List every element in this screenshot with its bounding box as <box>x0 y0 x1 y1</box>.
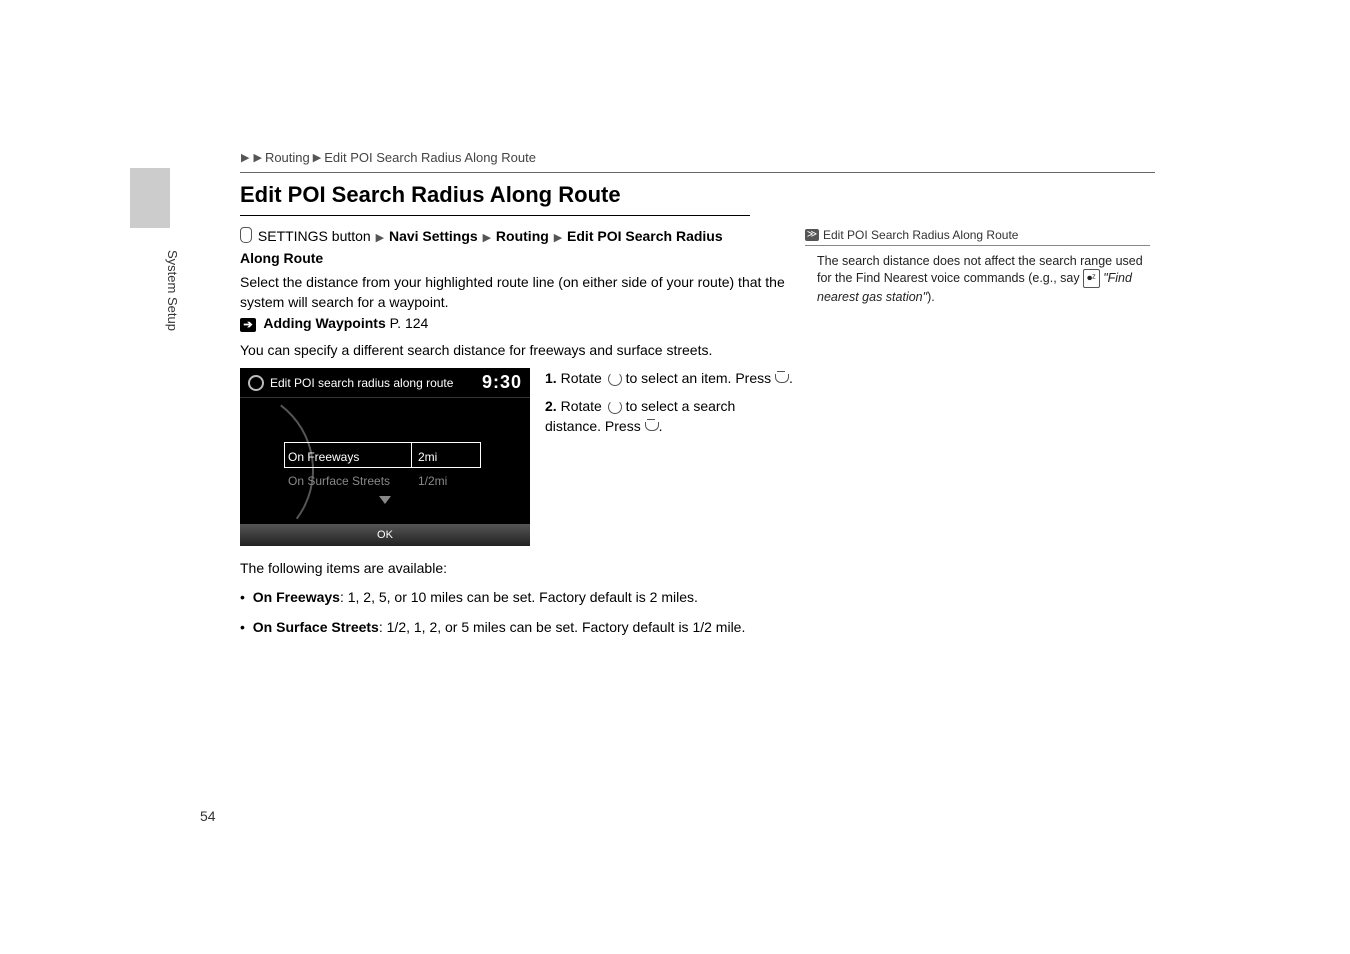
screenshot-body: On Freeways 2mi On Surface Streets 1/2mi <box>240 398 530 528</box>
row-label: On Surface Streets <box>288 474 418 488</box>
rotary-dial-icon <box>606 400 622 412</box>
step-text: Rotate <box>561 398 602 414</box>
nav-triangle-icon: ▶ <box>554 232 562 244</box>
list-item: • On Freeways: 1, 2, 5, or 10 miles can … <box>240 586 795 608</box>
nav-triangle-icon: ▶ <box>376 232 384 244</box>
step-text: Rotate <box>561 370 602 386</box>
side-tab <box>130 168 170 228</box>
step-text: to select an item. Press <box>626 370 772 386</box>
screenshot-title: Edit POI search radius along route <box>270 376 453 390</box>
body-paragraph: Select the distance from your highlighte… <box>240 272 795 312</box>
breadcrumb-triangle-icon: ▶ <box>313 151 321 164</box>
breadcrumb-level2: Edit POI Search Radius Along Route <box>324 150 536 165</box>
breadcrumb: ▶ ▶ Routing ▶ Edit POI Search Radius Alo… <box>240 150 536 165</box>
section-vtab: System Setup <box>165 250 180 331</box>
divider <box>240 215 750 216</box>
list-item: On Surface Streets 1/2mi <box>288 470 508 492</box>
breadcrumb-triangle-icon: ▶ <box>253 151 261 164</box>
bullet-icon: • <box>240 619 245 635</box>
row-label: On Freeways <box>288 450 418 464</box>
divider <box>240 172 1155 173</box>
divider <box>805 245 1150 246</box>
breadcrumb-triangle-icon: ▶ <box>241 151 249 164</box>
bullet-icon: • <box>240 589 245 605</box>
xref-page: P. 124 <box>390 315 429 331</box>
step-2: 2. Rotate to select a search distance. P… <box>545 396 795 436</box>
nav-path-btn: SETTINGS button <box>258 228 371 244</box>
xref-label: Adding Waypoints <box>263 315 385 331</box>
press-button-icon <box>645 419 659 433</box>
step-1: 1. Rotate to select an item. Press . <box>545 368 795 388</box>
sidenote-text: ). <box>927 290 935 304</box>
cross-reference: ➔ Adding Waypoints P. 124 <box>240 315 428 332</box>
bullet-text: : 1, 2, 5, or 10 miles can be set. Facto… <box>340 589 698 605</box>
sidenote-header: ≫ Edit POI Search Radius Along Route <box>805 228 1018 242</box>
list-item: • On Surface Streets: 1/2, 1, 2, or 5 mi… <box>240 616 795 638</box>
press-button-icon <box>775 371 789 385</box>
breadcrumb-level1: Routing <box>265 150 310 165</box>
bullet-text: : 1/2, 1, 2, or 5 miles can be set. Fact… <box>379 619 746 635</box>
row-value: 1/2mi <box>418 474 447 488</box>
list-item: On Freeways 2mi <box>288 446 508 468</box>
body-paragraph: The following items are available: <box>240 560 447 576</box>
nav-path-2: Routing <box>496 228 549 244</box>
nav-path: SETTINGS button ▶ Navi Settings ▶ Routin… <box>240 225 750 268</box>
screenshot-header: Edit POI search radius along route 9:30 <box>240 368 530 398</box>
device-screenshot: Edit POI search radius along route 9:30 … <box>240 368 530 546</box>
screenshot-time: 9:30 <box>482 372 522 393</box>
note-icon: ≫ <box>805 229 819 241</box>
rotary-dial-icon <box>606 372 622 384</box>
step-number: 1. <box>545 370 557 386</box>
gear-icon <box>248 375 264 391</box>
page-title: Edit POI Search Radius Along Route <box>240 182 621 208</box>
step-number: 2. <box>545 398 557 414</box>
bullet-list: • On Freeways: 1, 2, 5, or 10 miles can … <box>240 586 795 646</box>
voice-icon: ⏺ᶻ <box>1083 269 1100 288</box>
nav-path-1: Navi Settings <box>389 228 478 244</box>
page-number: 54 <box>200 808 216 824</box>
ok-button: OK <box>240 524 530 546</box>
sidenote-title: Edit POI Search Radius Along Route <box>823 228 1018 242</box>
link-arrow-icon: ➔ <box>240 318 256 332</box>
bullet-label: On Freeways <box>253 589 340 605</box>
steps: 1. Rotate to select an item. Press . 2. … <box>545 368 795 444</box>
chevron-down-icon <box>379 496 391 504</box>
body-paragraph: You can specify a different search dista… <box>240 342 795 358</box>
sidenote-body: The search distance does not affect the … <box>817 253 1153 306</box>
nav-triangle-icon: ▶ <box>483 232 491 244</box>
row-value: 2mi <box>418 450 437 464</box>
bullet-label: On Surface Streets <box>253 619 379 635</box>
settings-button-icon <box>240 227 252 243</box>
